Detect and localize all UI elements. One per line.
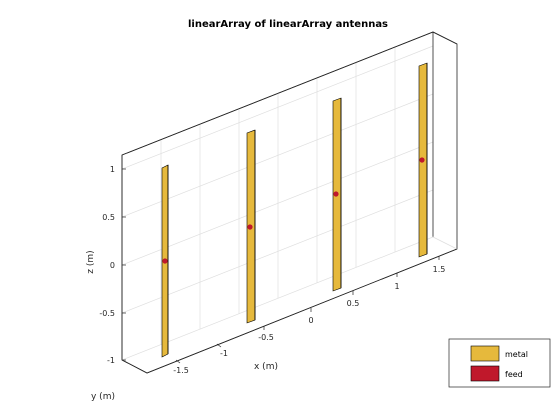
x-tick-label: 0 xyxy=(308,316,313,325)
x-tick-label: 0.5 xyxy=(347,299,360,308)
x-tick-label: -0.5 xyxy=(258,333,274,342)
z-tick-label: 1 xyxy=(110,165,115,174)
feed-point xyxy=(162,258,168,264)
z-axis: 1 0.5 0 -0.5 -1 z (m) xyxy=(86,165,126,365)
dipole-element xyxy=(246,129,256,324)
legend-label-metal: metal xyxy=(505,350,528,359)
back-wall xyxy=(121,31,458,374)
antenna-elements xyxy=(161,62,428,358)
dipole-element xyxy=(332,97,342,292)
axes-box xyxy=(121,31,458,374)
legend-swatch-metal xyxy=(470,345,500,362)
z-tick-label: -0.5 xyxy=(99,309,115,318)
x-axis-label: x (m) xyxy=(254,362,278,372)
x-axis: -0.5 0 0.5 1 1.5 x (m) xyxy=(254,256,445,372)
x-tick-label: 1.5 xyxy=(433,265,446,274)
legend-swatch-feed xyxy=(470,365,500,382)
z-tick-label: 0 xyxy=(110,261,115,270)
legend: metal feed xyxy=(448,338,551,388)
back-wall-gridlines xyxy=(121,45,434,345)
feed-point xyxy=(419,157,425,163)
feed-point xyxy=(247,224,253,230)
feed-point xyxy=(333,191,339,197)
figure-title: linearArray of linearArray antennas xyxy=(188,19,388,30)
x-tick-label: 1 xyxy=(394,282,399,291)
z-tick-label: 0.5 xyxy=(102,213,115,222)
legend-box xyxy=(448,338,551,388)
dipole-element xyxy=(161,164,169,358)
z-tick-label: -1 xyxy=(107,356,115,365)
y-tick-label: -1 xyxy=(220,349,228,358)
z-axis-label: z (m) xyxy=(86,250,96,273)
y-axis: -1.5 -1 y (m) xyxy=(91,343,228,402)
legend-label-feed: feed xyxy=(505,370,523,379)
y-tick-label: -1.5 xyxy=(173,366,189,375)
dipole-element xyxy=(418,62,428,258)
y-axis-label: y (m) xyxy=(91,392,115,402)
